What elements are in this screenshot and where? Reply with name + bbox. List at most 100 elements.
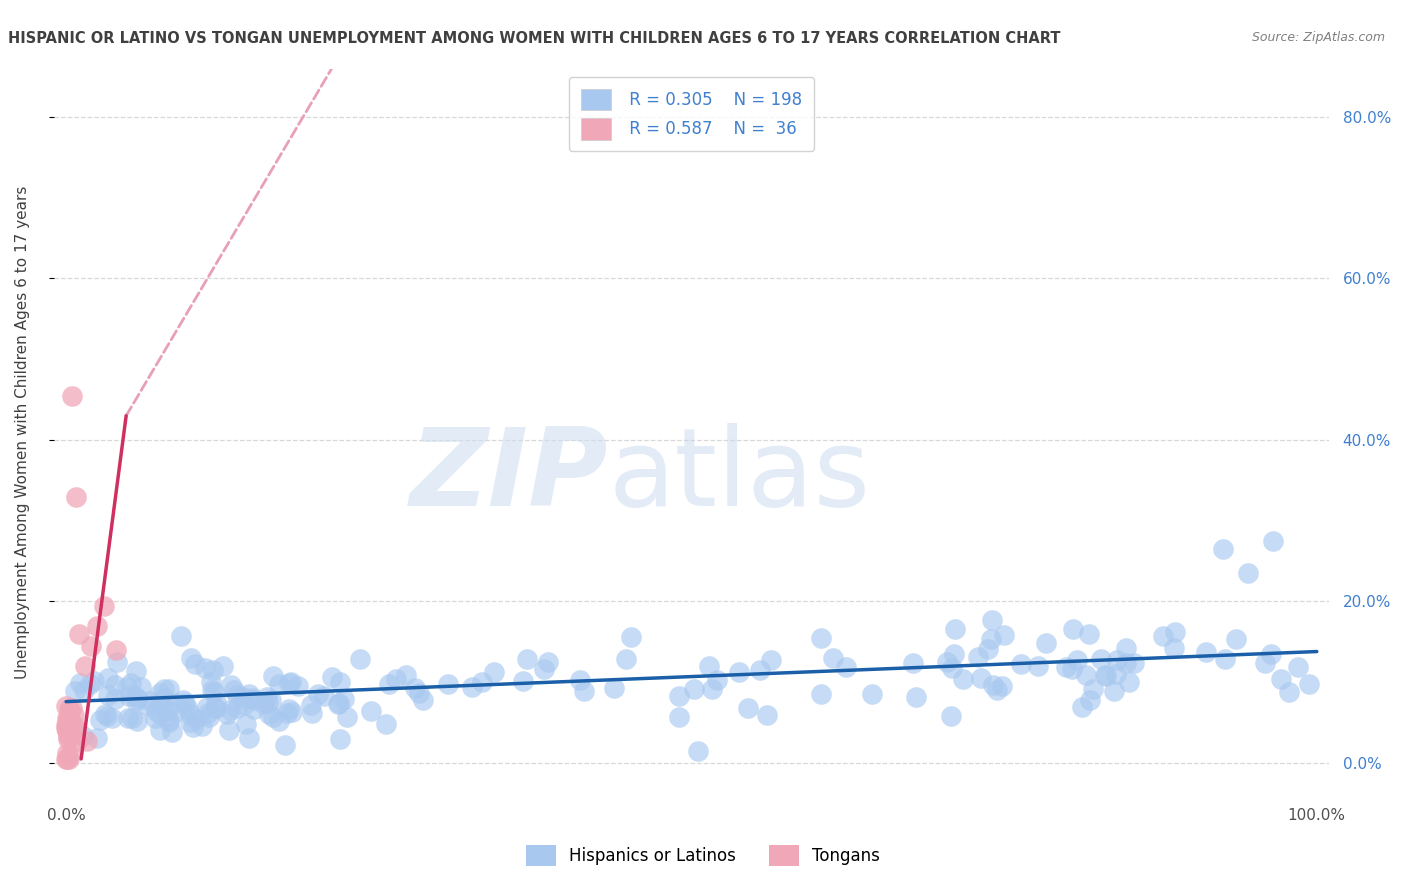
Point [1081,681,1104,696]
Point [104,691,127,706]
Point [970,671,993,685]
Point [232,690,254,705]
Point [55,722,77,736]
Point [991,679,1014,693]
Point [1035,636,1057,650]
Point [706,673,728,688]
Point [823,650,845,665]
Point [79,677,101,691]
Point [1152,629,1174,643]
Point [1278,685,1301,699]
Point [72,729,94,743]
Point [328,698,350,712]
Point [572,684,595,698]
Point [461,680,484,694]
Point [59,714,82,728]
Point [1237,566,1260,581]
Point [180,651,202,665]
Point [242,691,264,706]
Point [226,689,249,703]
Point [165,696,187,710]
Point [179,715,201,730]
Point [127,692,149,706]
Point [259,707,281,722]
Point [436,677,458,691]
Point [404,681,426,696]
Point [56,731,79,746]
Point [329,675,352,690]
Point [59,712,82,726]
Point [55,721,77,735]
Point [860,687,883,701]
Point [235,717,257,731]
Point [200,675,222,690]
Point [143,710,166,724]
Point [941,661,963,675]
Point [139,694,162,708]
Point [1062,622,1084,636]
Point [952,672,974,686]
Point [1298,677,1320,691]
Point [177,702,200,716]
Point [697,659,720,673]
Point [936,655,959,669]
Point [1107,653,1129,667]
Point [1090,652,1112,666]
Point [759,653,782,667]
Point [810,687,832,701]
Point [516,651,538,665]
Point [986,682,1008,697]
Point [56,729,79,743]
Point [810,631,832,645]
Point [274,738,297,752]
Point [243,692,266,706]
Point [149,696,172,710]
Text: atlas: atlas [609,423,870,528]
Point [702,682,724,697]
Point [60,388,83,402]
Point [218,723,240,737]
Point [1118,675,1140,690]
Point [360,705,382,719]
Point [149,707,172,722]
Point [66,734,89,748]
Point [96,709,118,723]
Point [683,681,706,696]
Point [117,711,139,725]
Point [737,701,759,715]
Point [1077,627,1099,641]
Point [120,676,142,690]
Point [217,707,239,722]
Point [980,632,1002,647]
Point [512,674,534,689]
Text: Source: ZipAtlas.com: Source: ZipAtlas.com [1251,31,1385,45]
Point [157,713,180,727]
Point [253,697,276,711]
Point [174,696,197,710]
Point [277,676,299,690]
Point [941,708,963,723]
Point [118,689,141,703]
Point [56,723,79,738]
Point [105,643,128,657]
Point [219,703,242,717]
Point [124,689,146,703]
Point [1195,645,1218,659]
Point [121,710,143,724]
Point [1163,641,1185,656]
Point [1286,660,1309,674]
Point [470,674,492,689]
Point [1212,541,1234,556]
Point [56,752,79,766]
Point [129,680,152,694]
Point [1074,668,1097,682]
Point [1270,673,1292,687]
Legend: Hispanics or Latinos, Tongans: Hispanics or Latinos, Tongans [519,838,887,873]
Point [145,704,167,718]
Point [97,689,120,703]
Point [1094,669,1116,683]
Point [201,682,224,697]
Point [73,659,96,673]
Point [205,694,228,708]
Point [569,673,592,688]
